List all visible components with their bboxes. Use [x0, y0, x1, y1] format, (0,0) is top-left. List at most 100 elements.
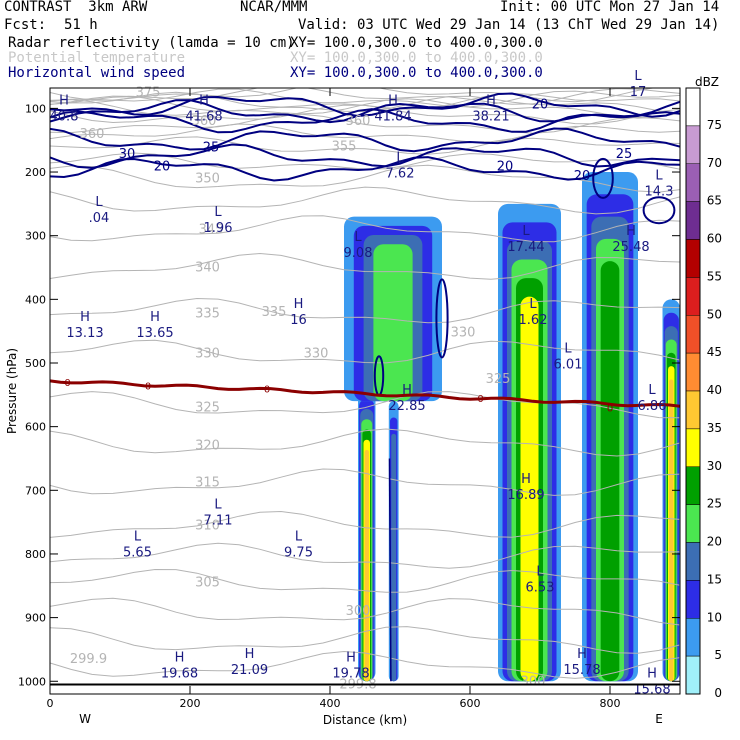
colorbar-label: 10 [707, 610, 722, 624]
extremum-letter: L [214, 498, 222, 513]
theta-isentrope [50, 186, 680, 215]
field-name-reflectivity: Radar reflectivity (lamda = 10 cm) [8, 35, 295, 51]
theta-label: 360 [192, 114, 217, 129]
extremum-letter: L [134, 529, 142, 544]
x-tick-label: 0 [47, 697, 54, 710]
freezing-level [50, 379, 680, 408]
colorbar-label: 0 [714, 686, 722, 700]
extremum-value: 16.89 [507, 488, 544, 503]
freezing-label: 0 [607, 404, 613, 415]
theta-label: 360 [346, 114, 371, 129]
x-tick-label: 600 [460, 697, 481, 710]
theta-isentrope [50, 113, 680, 134]
theta-label: 350 [195, 171, 220, 186]
colorbar-swatch [685, 352, 701, 392]
forecast-label: Fcst: [4, 17, 47, 33]
extremum-value: 6.86 [638, 399, 667, 414]
extremum-value: 6.53 [526, 580, 555, 595]
reflectivity-cell-0-dbz-35 [364, 449, 369, 682]
theta-label: 299.9 [70, 652, 107, 667]
plot-frame [49, 87, 681, 695]
freezing-level-line [50, 379, 680, 408]
colorbar-swatch [685, 655, 701, 695]
wind-label: 20 [497, 160, 514, 175]
colorbar-label: 25 [707, 497, 722, 511]
colorbar-frame [685, 87, 701, 695]
east-label: E [655, 712, 663, 726]
y-tick-label: 400 [25, 293, 46, 306]
theta-isentrope [50, 428, 680, 457]
theta-isentrope [50, 88, 680, 105]
extremum-letter: L [522, 224, 530, 239]
freezing-label: 0 [477, 394, 483, 405]
colorbar-unit: dBZ [695, 75, 719, 89]
extremum-letter: L [655, 168, 663, 183]
extremum-letter: L [95, 195, 103, 210]
colorbar-swatch [685, 466, 701, 505]
theta-isentrope [50, 215, 680, 243]
y-tick-label: 1000 [18, 675, 46, 688]
org-label: NCAR/MMM [240, 0, 308, 15]
extremum-value: 17 [630, 85, 647, 100]
extremum-value: 15.78 [563, 663, 600, 678]
extremum-value: 1.62 [519, 313, 548, 328]
colorbar-label: 65 [707, 194, 722, 208]
reflectivity-cell-2-dbz-20 [373, 244, 413, 402]
y-tick-label: 700 [25, 484, 46, 497]
theta-isentrope [50, 104, 680, 125]
theta-label: 325 [195, 401, 220, 416]
colorbar-label: 5 [714, 648, 722, 662]
theta-label: 335 [262, 305, 287, 320]
extremum-value: 13.65 [136, 326, 173, 341]
theta-label: 300 [346, 604, 371, 619]
extremum-letter: H [150, 310, 160, 325]
extremum-value: 41.84 [374, 109, 411, 124]
colorbar-swatch [685, 163, 701, 202]
theta-isentrope [50, 568, 680, 593]
wind-contours [50, 92, 680, 682]
colorbar-swatch [685, 239, 701, 278]
theta-label: 330 [195, 346, 220, 361]
wind-contour-closed [435, 278, 449, 359]
y-axis-title: Pressure (hPa) [5, 348, 19, 434]
theta-label: 310 [195, 518, 220, 533]
colorbar-swatch [685, 125, 701, 164]
colorbar-label: 60 [707, 232, 722, 246]
wind-contour [50, 127, 680, 153]
forecast-hours: 51 h [64, 17, 98, 33]
extremum-letter: H [388, 93, 398, 108]
x-tick-label: 200 [180, 697, 201, 710]
extremum-value: 1.96 [204, 221, 233, 236]
theta-label: 305 [195, 576, 220, 591]
extremum-letter: H [80, 310, 90, 325]
wind-label: 20 [154, 160, 171, 175]
theta-isentrope [50, 391, 680, 419]
theta-isentrope [50, 468, 680, 496]
extremum-value: 7.11 [204, 514, 233, 529]
colorbar-label: 35 [707, 421, 722, 435]
theta-label: 355 [332, 140, 357, 155]
extremum-letter: L [529, 297, 537, 312]
wind-contour [50, 92, 680, 118]
extremum-letter: L [536, 564, 544, 579]
extremum-value: 21.09 [231, 663, 268, 678]
wind-contour-vertical [388, 458, 392, 682]
extremum-letter: H [626, 224, 636, 239]
reflectivity-cell-5-dbz-35 [669, 379, 674, 682]
extremum-value: 41.68 [185, 109, 222, 124]
x-tick-label: 400 [320, 697, 341, 710]
theta-isentrope [50, 510, 680, 538]
theta-isentrope [50, 252, 680, 280]
reflectivity-cell-3-dbz-30 [520, 296, 539, 682]
freezing-label: 0 [264, 384, 270, 395]
colorbar-swatch [685, 201, 701, 240]
extremum-letter: H [647, 666, 657, 681]
field-xy-wind: XY= 100.0,300.0 to 400.0,300.0 [290, 65, 543, 81]
colorbar-swatch [685, 277, 701, 316]
extremum-letter: H [294, 297, 304, 312]
freezing-label: 0 [145, 381, 151, 392]
extremum-letter: H [577, 647, 587, 662]
theta-isentrope [50, 297, 680, 324]
